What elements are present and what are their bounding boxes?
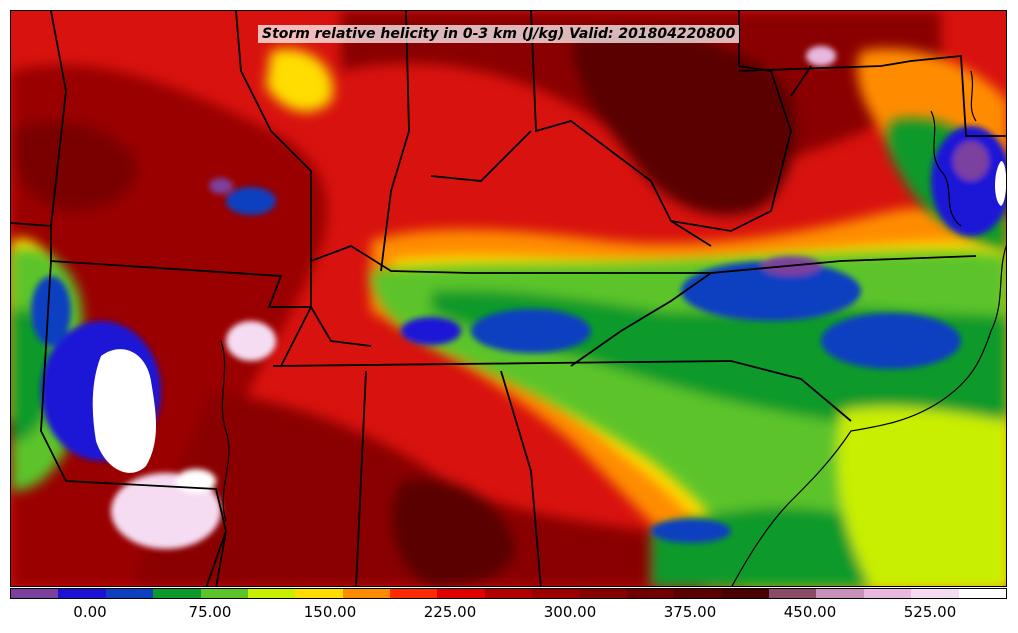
colorbar-segment xyxy=(200,589,248,598)
colorbar-segment xyxy=(863,589,912,598)
colorbar-segment xyxy=(816,589,864,598)
helicity-shading-extreme xyxy=(92,46,1006,549)
colorbar-segment xyxy=(58,589,106,598)
map-title: Storm relative helicity in 0-3 km (J/kg)… xyxy=(258,25,740,43)
colorbar-segment xyxy=(532,589,580,598)
colorbar-segment xyxy=(342,589,390,598)
colorbar-segment xyxy=(11,589,59,598)
colorbar-tick-label: 300.00 xyxy=(543,603,597,621)
colorbar-tick-label: 150.00 xyxy=(303,603,357,621)
colorbar xyxy=(10,588,1007,599)
state-borders xyxy=(11,11,1006,586)
colorbar-tick-label: 375.00 xyxy=(663,603,717,621)
map-panel: Storm relative helicity in 0-3 km (J/kg)… xyxy=(10,10,1007,587)
colorbar-segment xyxy=(911,589,959,598)
helicity-map xyxy=(11,11,1006,586)
colorbar-tick-label: 75.00 xyxy=(188,603,232,621)
colorbar-tick-label: 525.00 xyxy=(903,603,957,621)
colorbar-segment xyxy=(153,589,201,598)
colorbar-tick-label: 0.00 xyxy=(73,603,107,621)
colorbar-segment xyxy=(626,589,675,598)
colorbar-tick-labels: 0.00 75.00 150.00 225.00 300.00 375.00 450.00 5… xyxy=(10,603,1007,623)
colorbar-segment xyxy=(958,589,1006,598)
colorbar-segment xyxy=(390,589,438,598)
coastlines xyxy=(220,70,1006,586)
colorbar-segment xyxy=(721,589,769,598)
colorbar-segment xyxy=(295,589,343,598)
colorbar-segment xyxy=(769,589,817,598)
colorbar-segment xyxy=(247,589,296,598)
colorbar-tick-label: 225.00 xyxy=(423,603,477,621)
colorbar-segment xyxy=(674,589,722,598)
colorbar-segment xyxy=(105,589,154,598)
colorbar-segment xyxy=(579,589,627,598)
colorbar-segment xyxy=(484,589,533,598)
colorbar-tick-label: 450.00 xyxy=(783,603,837,621)
colorbar-segment xyxy=(437,589,485,598)
